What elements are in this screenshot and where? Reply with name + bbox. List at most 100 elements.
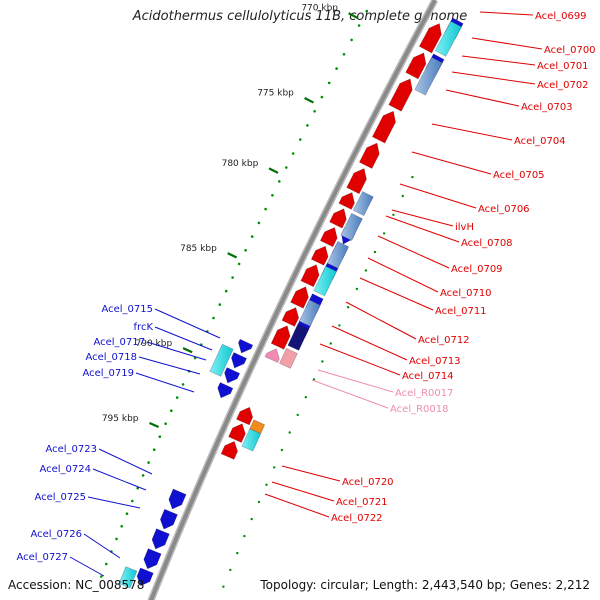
gene-label: Acel_R0017 bbox=[395, 388, 454, 399]
gene-label: Acel_0703 bbox=[521, 102, 573, 113]
blast-hit-block bbox=[414, 56, 443, 96]
gc-dot bbox=[170, 409, 173, 413]
label-leader-line bbox=[377, 235, 450, 269]
gc-dot bbox=[264, 207, 267, 211]
backbone-line bbox=[149, 0, 437, 600]
gc-dot bbox=[392, 213, 395, 216]
minus-cds-arrow bbox=[136, 567, 154, 587]
gc-dot bbox=[278, 180, 281, 183]
gc-dot bbox=[175, 396, 179, 399]
gc-dot bbox=[280, 448, 284, 452]
plus-cds-arrow bbox=[338, 192, 355, 210]
label-leader-line bbox=[331, 325, 408, 361]
gene-label: Acel_0715 bbox=[101, 304, 153, 315]
tick-mark bbox=[348, 12, 359, 19]
plus-cds-arrow bbox=[270, 325, 291, 350]
gene-label: Acel_R0018 bbox=[390, 404, 449, 415]
gc-dot bbox=[218, 303, 222, 306]
label-leader-line bbox=[385, 215, 460, 243]
blast-hit-block bbox=[352, 191, 374, 217]
label-leader-line bbox=[399, 183, 477, 209]
gene-label: Acel_0717 bbox=[93, 337, 145, 348]
feature-rings bbox=[100, 9, 414, 588]
gc-dot bbox=[288, 431, 291, 434]
gc-dot bbox=[181, 383, 185, 386]
gene-label: Acel_0714 bbox=[402, 371, 454, 382]
label-leader-line bbox=[138, 356, 201, 375]
tick-mark bbox=[149, 422, 160, 429]
plus-cds-arrow bbox=[418, 23, 442, 54]
label-leader-line bbox=[135, 372, 195, 393]
plus-cds-arrow bbox=[358, 142, 380, 169]
blast-hit-block bbox=[313, 265, 337, 297]
label-leader-line bbox=[281, 465, 341, 482]
gene-label: Acel_0724 bbox=[39, 464, 91, 475]
gc-dot bbox=[335, 67, 338, 70]
gc-dot bbox=[237, 262, 241, 266]
gc-dot bbox=[321, 360, 324, 363]
gc-dot bbox=[373, 250, 377, 254]
gc-dot bbox=[313, 110, 316, 113]
blast-hit-block bbox=[249, 419, 266, 434]
backbone-ring bbox=[147, 0, 439, 600]
plus-cds-arrow bbox=[320, 227, 338, 248]
plus-cds-arrow bbox=[281, 307, 300, 327]
gc-dot bbox=[365, 9, 369, 13]
plus-cds-arrow bbox=[300, 264, 320, 288]
label-leader-line bbox=[271, 481, 335, 502]
gc-dot bbox=[271, 194, 274, 197]
gene-label: Acel_0708 bbox=[461, 238, 513, 249]
map-title: Acidothermus cellulolyticus 11B, complet… bbox=[132, 9, 468, 24]
gene-label: Acel_0705 bbox=[493, 170, 545, 181]
label-leader-line bbox=[83, 533, 121, 559]
gc-dot bbox=[299, 138, 302, 141]
gc-dot bbox=[357, 24, 361, 27]
gc-dot bbox=[158, 435, 162, 439]
gc-dot bbox=[382, 232, 386, 235]
blast-hit-block bbox=[209, 343, 234, 377]
label-leader-line bbox=[479, 11, 534, 16]
gc-dot bbox=[350, 38, 353, 42]
gene-label: Acel_0704 bbox=[514, 136, 566, 147]
gc-dot bbox=[411, 175, 414, 179]
label-leader-line bbox=[461, 55, 536, 66]
gc-dot bbox=[212, 316, 215, 320]
gene-labels: Acel_0699 Acel_0700 Acel_0701 Acel_0702 Acel… bbox=[16, 11, 596, 577]
minus-cds-arrow bbox=[143, 548, 162, 570]
gc-dot bbox=[329, 342, 332, 345]
label-leader-line bbox=[154, 326, 213, 351]
blast-hit-block bbox=[298, 299, 321, 327]
gc-dot bbox=[364, 269, 368, 272]
label-leader-line bbox=[98, 448, 153, 475]
plus-cds-arrow bbox=[228, 423, 246, 443]
gene-label: Acel_0719 bbox=[82, 368, 134, 379]
tick-mark bbox=[304, 97, 314, 104]
gc-dot bbox=[105, 562, 108, 566]
gc-dot bbox=[285, 166, 288, 169]
blast-hit-block bbox=[340, 212, 363, 241]
blast-hit-block bbox=[279, 348, 298, 369]
gc-dot bbox=[346, 306, 350, 309]
gene-label: Acel_0726 bbox=[30, 529, 82, 540]
label-leader-line bbox=[264, 493, 330, 518]
minus-cds-arrow bbox=[168, 488, 187, 510]
tick-label: 785 kbp bbox=[180, 244, 217, 254]
gc-dot bbox=[273, 466, 276, 469]
plus-cds-arrow bbox=[310, 245, 329, 266]
plus-cds-arrow bbox=[236, 406, 254, 426]
label-leader-line bbox=[445, 89, 520, 107]
gc-dot bbox=[257, 221, 261, 225]
label-leader-line bbox=[367, 257, 439, 293]
gc-dot bbox=[100, 575, 103, 578]
label-leader-line bbox=[391, 209, 454, 227]
gc-dot bbox=[342, 53, 346, 56]
minus-cds-arrow bbox=[231, 352, 247, 369]
gene-label: Acel_0725 bbox=[34, 492, 86, 503]
gc-dot bbox=[120, 525, 123, 528]
tick-label: 795 kbp bbox=[102, 414, 139, 424]
gene-label: Acel_0727 bbox=[16, 552, 68, 563]
gene-label: Acel_0706 bbox=[478, 204, 530, 215]
gc-dot bbox=[229, 568, 232, 572]
label-leader-line bbox=[471, 37, 543, 50]
